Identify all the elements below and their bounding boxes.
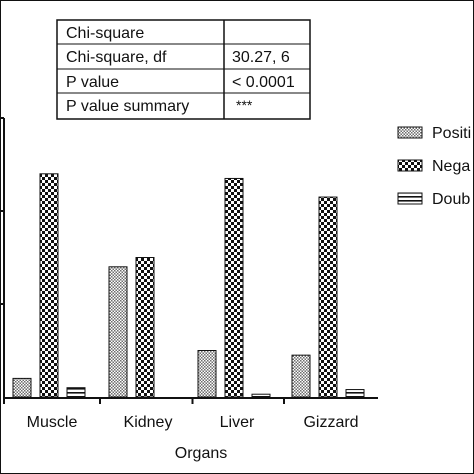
stats-row-value-chi-square-df: 30.27, 6: [232, 49, 290, 66]
bar-liver-positive: [197, 350, 217, 398]
legend: Positi Nega Doub: [397, 125, 471, 208]
stats-table: Chi-square Chi-square, df 30.27, 6 P val…: [56, 19, 311, 120]
legend-swatch-positive: [397, 126, 423, 139]
bar-gizzard-positive: [291, 354, 311, 398]
x-axis-title: Organs: [175, 445, 227, 462]
x-tick-label-kidney: Kidney: [124, 414, 173, 431]
bar-muscle-positive: [12, 377, 32, 398]
x-tick-labels: Muscle Kidney Liver Gizzard: [27, 414, 359, 431]
legend-label-negative: Nega: [432, 158, 470, 175]
stats-row-value-p-value: < 0.0001: [232, 74, 295, 91]
legend-swatch-negative: [397, 159, 423, 172]
legend-item-double: Doub: [397, 191, 470, 208]
stats-row-label-p-value: P value: [66, 74, 119, 91]
x-axis-ticks: [3, 398, 285, 404]
legend-swatch-double: [397, 192, 423, 205]
bar-liver-double: [251, 393, 271, 398]
bar-kidney-positive: [108, 266, 128, 398]
legend-label-positive: Positi: [432, 125, 471, 142]
bar-gizzard-double: [345, 389, 365, 398]
bar-muscle-negative: [39, 173, 59, 398]
y-axis: [0, 117, 5, 398]
bar-liver-negative: [224, 177, 244, 398]
bar-muscle-double: [66, 387, 86, 398]
legend-item-negative: Nega: [397, 158, 470, 175]
x-tick-label-liver: Liver: [220, 414, 255, 431]
stats-row-label-p-value-summary: P value summary: [66, 98, 189, 115]
x-tick-label-gizzard: Gizzard: [303, 414, 358, 431]
stats-row-value-p-value-summary: ***: [236, 97, 253, 113]
bar-kidney-negative: [135, 257, 155, 398]
stats-table-header: Chi-square: [66, 25, 144, 42]
legend-item-positive: Positi: [397, 125, 471, 142]
x-tick-label-muscle: Muscle: [27, 414, 78, 431]
stats-row-label-chi-square-df: Chi-square, df: [66, 49, 167, 66]
bars-group: [12, 173, 365, 398]
bar-gizzard-negative: [318, 196, 338, 398]
legend-label-double: Doub: [432, 191, 470, 208]
